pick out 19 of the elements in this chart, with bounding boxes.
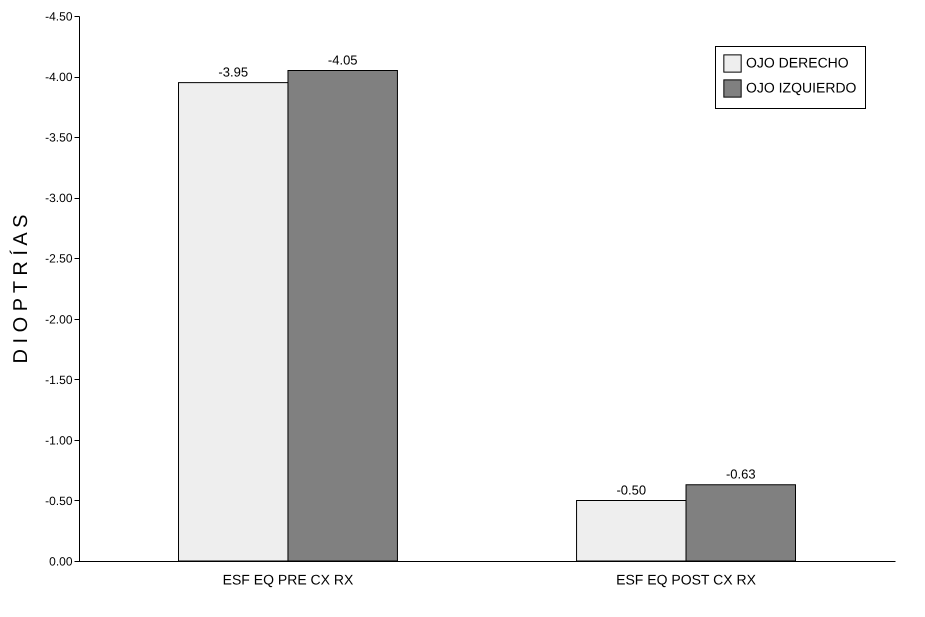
y-tick-label: -2.50 [45, 252, 73, 266]
y-tick-label: -0.50 [45, 494, 73, 508]
y-tick-label: -4.50 [45, 10, 73, 24]
data-label: -4.05 [328, 52, 358, 68]
legend-label: OJO IZQUIERDO [746, 80, 857, 96]
y-tick-label: -1.50 [45, 372, 73, 387]
y-tick-label: -2.00 [45, 312, 73, 326]
x-tick-label: ESF EQ PRE CX RX [222, 572, 354, 588]
y-axis-title: D I O P T R Í A S [9, 214, 32, 364]
x-tick-label: ESF EQ POST CX RX [616, 572, 757, 588]
data-label: -3.95 [218, 64, 248, 80]
y-tick-label: -1.00 [45, 433, 73, 448]
y-tick-label: 0.00 [49, 554, 73, 568]
data-label: -0.50 [616, 482, 646, 498]
y-tick-label: -4.00 [45, 70, 73, 84]
data-label: -0.63 [726, 466, 756, 482]
y-tick-label: -3.50 [45, 130, 73, 145]
legend-label: OJO DERECHO [746, 54, 849, 70]
y-tick-label: -3.00 [45, 191, 73, 206]
